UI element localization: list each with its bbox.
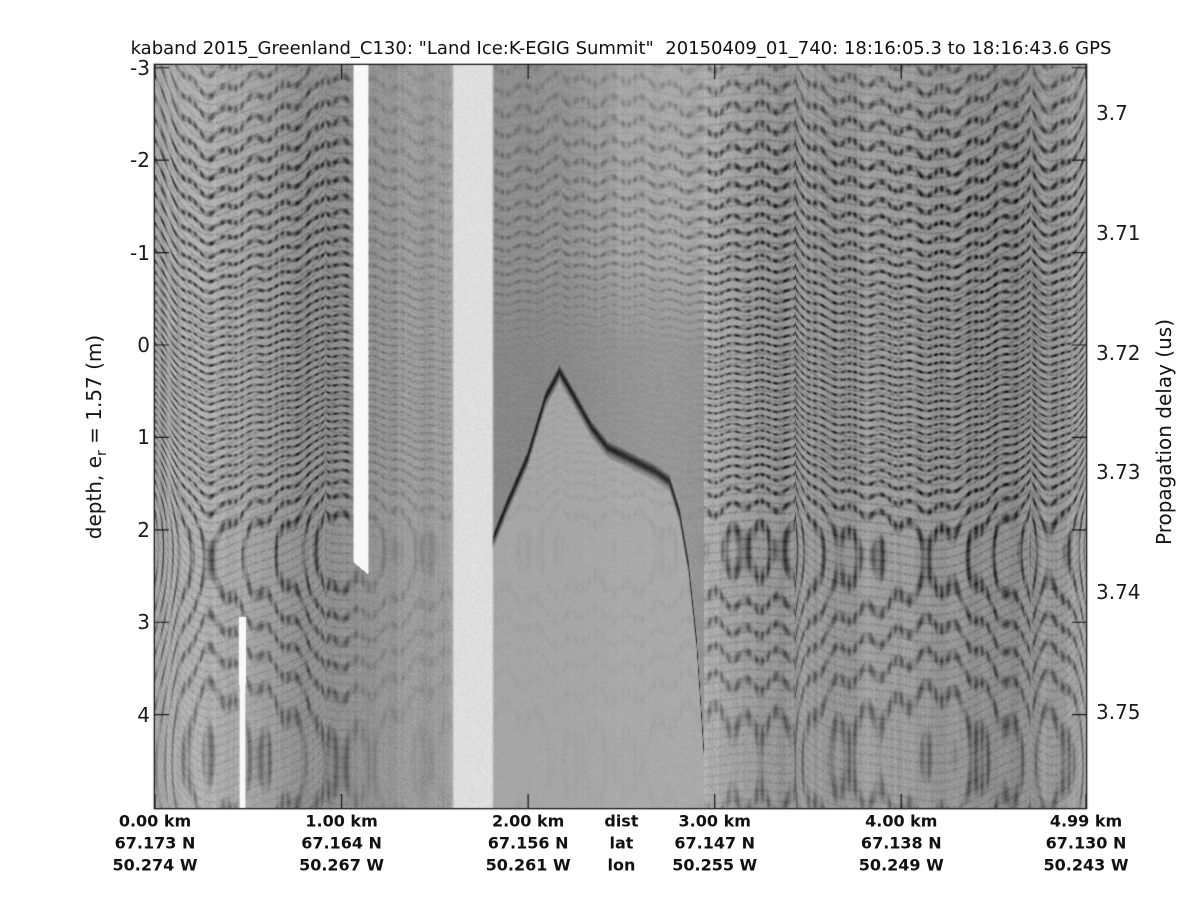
geo-lon-label: 50.255 W	[672, 855, 758, 875]
geo-lat-label: 67.164 N	[301, 833, 382, 853]
geo-dist-label: 2.00 km	[491, 811, 565, 831]
depth-tick-label: -1	[130, 240, 150, 265]
geo-row-legend: lon	[607, 855, 636, 875]
delay-tick-label: 3.72	[1096, 340, 1141, 365]
geo-dist-label: 4.00 km	[865, 811, 938, 831]
depth-tick-label: 3	[137, 610, 150, 635]
geo-lat-label: 67.130 N	[1045, 833, 1127, 853]
geo-row-legend: dist	[604, 811, 639, 831]
depth-tick-label: 2	[137, 517, 150, 542]
delay-tick-label: 3.75	[1096, 700, 1141, 725]
geo-dist-label: 0.00 km	[118, 811, 192, 831]
geo-lon-label: 50.261 W	[485, 855, 571, 875]
geo-dist-label: 3.00 km	[678, 811, 751, 831]
depth-tick-label: -2	[130, 148, 150, 173]
delay-axis-label: Propagation delay (us)	[1152, 318, 1176, 546]
geo-lon-label: 50.243 W	[1043, 855, 1129, 875]
figure-title: kaband 2015_Greenland_C130: "Land Ice:K-…	[130, 38, 1112, 59]
delay-tick-label: 3.73	[1096, 460, 1141, 485]
depth-axis-label: depth, er = 1.57 (m)	[82, 335, 110, 539]
depth-axis-label-subscript: r	[94, 450, 110, 456]
geo-lat-label: 67.147 N	[674, 833, 756, 853]
depth-axis-label-suffix: = 1.57 (m)	[82, 334, 106, 451]
echogram-image	[145, 55, 1096, 818]
depth-axis-label-prefix: depth, e	[82, 455, 106, 540]
depth-tick-label: 1	[137, 425, 150, 450]
geo-lon-label: 50.267 W	[299, 855, 385, 875]
geo-lon-label: 50.249 W	[858, 855, 944, 875]
delay-tick-label: 3.71	[1096, 220, 1141, 245]
geo-lat-label: 67.173 N	[114, 833, 196, 853]
geo-dist-label: 4.99 km	[1049, 811, 1123, 831]
delay-tick-label: 3.7	[1096, 100, 1128, 125]
depth-tick-label: -3	[130, 55, 150, 80]
geo-lat-label: 67.138 N	[860, 833, 942, 853]
geo-lon-label: 50.274 W	[112, 855, 198, 875]
depth-tick-label: 0	[137, 333, 150, 357]
geo-dist-label: 1.00 km	[305, 811, 378, 831]
geo-row-legend: lat	[609, 833, 634, 853]
depth-tick-label: 4	[137, 702, 150, 727]
geo-lat-label: 67.156 N	[487, 833, 569, 853]
delay-tick-label: 3.74	[1096, 580, 1141, 605]
